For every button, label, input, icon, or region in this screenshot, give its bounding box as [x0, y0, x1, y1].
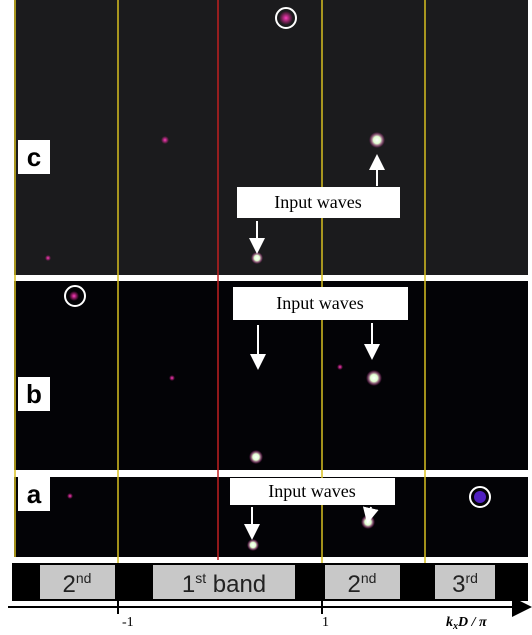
band-label: 2nd	[63, 570, 92, 598]
arrows	[244, 154, 385, 540]
annotation-box	[237, 187, 400, 218]
label-box	[18, 377, 50, 411]
panel-label: b	[26, 379, 42, 409]
tick-label: 1	[322, 615, 329, 630]
annotation: Input waves	[276, 293, 363, 313]
band-label: 1st band	[182, 570, 266, 598]
annotation-box	[233, 287, 408, 320]
spots	[45, 7, 491, 551]
label-box	[18, 140, 50, 174]
axis-label: kxD / π	[446, 615, 487, 632]
annotation: Input waves	[268, 481, 355, 501]
panel-c	[14, 0, 528, 275]
band-cells	[40, 565, 495, 599]
annotation: Input waves	[274, 192, 361, 212]
panel-label: c	[27, 142, 41, 172]
annotation-box	[230, 478, 395, 505]
band-label: 2nd	[348, 570, 377, 598]
tick-label: -1	[122, 615, 134, 630]
panel-label: a	[27, 479, 42, 509]
band-label: 3rd	[452, 570, 478, 598]
label-box	[18, 477, 50, 511]
